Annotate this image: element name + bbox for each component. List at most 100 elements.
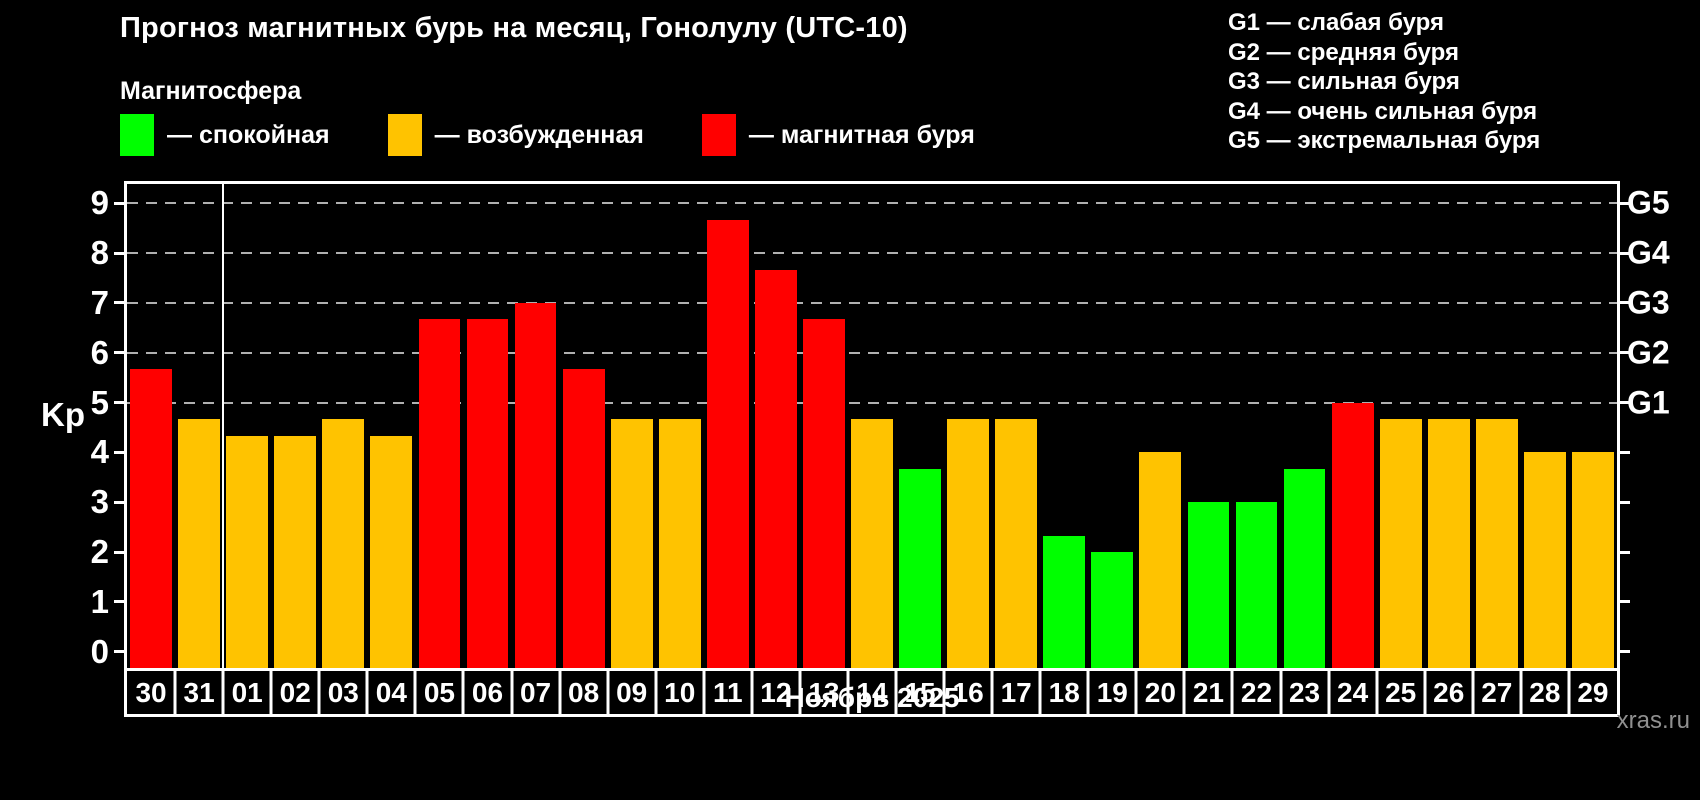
day-separator [702, 671, 706, 714]
bar-day-31 [178, 419, 220, 668]
day-label-09: 09 [616, 676, 648, 708]
day-label-17: 17 [1000, 676, 1032, 708]
y-tick-left-1 [114, 600, 124, 604]
bar-day-09 [610, 419, 653, 668]
bar-day-06 [466, 319, 509, 668]
y-tick-right-4 [1620, 450, 1630, 454]
day-label-02: 02 [279, 676, 311, 708]
y-tick-right-1 [1620, 600, 1630, 604]
right-axis-label-G1: G1 [1627, 384, 1670, 421]
y-tick-right-3 [1620, 500, 1630, 504]
bar-day-27 [1475, 419, 1518, 668]
bar-day-07 [514, 302, 557, 668]
bar-cell-21 [1184, 184, 1232, 668]
day-cells: 30 31 01 02 03 04 05 06 07 08 09 10 11 12 13 14 15 16 17 18… [127, 671, 1617, 714]
legend-swatch-excited [387, 114, 422, 156]
y-tick-right-6 [1620, 351, 1630, 355]
bar-cell-02 [271, 184, 319, 668]
day-label-07: 07 [519, 676, 552, 708]
bar-cell-10 [656, 184, 704, 668]
y-tick-left-8 [114, 251, 124, 255]
bar-cell-26 [1425, 184, 1473, 668]
bar-day-04 [370, 435, 413, 668]
gridline-kp-6 [127, 351, 1617, 354]
y-tick-label-3: 3 [90, 483, 109, 521]
bar-cell-19 [1088, 184, 1136, 668]
bar-cell-11 [704, 184, 752, 668]
day-label-03: 03 [327, 676, 359, 708]
day-separator [846, 671, 850, 714]
bar-day-23 [1283, 468, 1326, 668]
day-label-06: 06 [471, 676, 504, 708]
bar-cell-08 [560, 184, 608, 668]
legend-item-storm: — магнитная буря [701, 114, 975, 156]
bar-day-15 [899, 468, 941, 668]
right-axis-label-G2: G2 [1627, 334, 1670, 371]
bar-cell-20 [1136, 184, 1184, 668]
bar-cell-18 [1040, 184, 1088, 668]
day-axis-row: 30 31 01 02 03 04 05 06 07 08 09 10 11 12 13 14 15 16 17 18… [124, 668, 1620, 717]
bar-cell-28 [1521, 184, 1569, 668]
bar-cell-07 [512, 184, 560, 668]
gridline-kp-5 [127, 401, 1617, 404]
day-label-15: 15 [904, 676, 936, 708]
y-tick-right-9 [1620, 201, 1630, 205]
g-scale-line-2: G2 — средняя буря [1228, 38, 1459, 66]
y-tick-label-4: 4 [90, 433, 109, 471]
bar-cell-29 [1569, 184, 1617, 668]
day-label-21: 21 [1192, 676, 1224, 708]
bar-cell-13 [800, 184, 848, 668]
bar-day-13 [803, 319, 845, 668]
g-scale-line-5: G5 — экстремальная буря [1228, 127, 1541, 154]
y-tick-right-2 [1620, 550, 1630, 554]
g-scale-line-1: G1 — слабая буря [1228, 9, 1445, 36]
y-axis-label: Kp [41, 396, 85, 433]
y-tick-left-7 [114, 301, 124, 305]
bar-cell-12 [752, 184, 800, 668]
day-label-20: 20 [1144, 676, 1176, 708]
y-tick-left-6 [114, 351, 124, 355]
day-separator [798, 671, 802, 714]
day-separator [1230, 671, 1234, 714]
y-tick-left-0 [114, 650, 124, 654]
day-label-25: 25 [1385, 676, 1417, 708]
bar-day-20 [1139, 452, 1182, 668]
legend-label-excited: — возбужденная [434, 120, 644, 149]
bar-day-16 [947, 419, 989, 668]
bar-day-02 [274, 435, 317, 668]
day-separator [1086, 671, 1090, 714]
day-label-28: 28 [1529, 676, 1561, 708]
day-separator [1038, 671, 1042, 714]
day-label-19: 19 [1096, 676, 1128, 708]
bar-cell-03 [319, 184, 367, 668]
bar-day-17 [995, 419, 1038, 668]
day-label-05: 05 [423, 676, 455, 708]
y-tick-label-8: 8 [90, 234, 109, 272]
bar-day-24 [1331, 402, 1374, 668]
day-separator [1375, 671, 1379, 714]
bar-cell-04 [367, 184, 415, 668]
bar-cell-16 [944, 184, 992, 668]
day-separator [654, 671, 658, 714]
bar-day-12 [754, 269, 797, 668]
magnetosphere-legend: — спокойная — возбужденная — магнитная бур… [120, 114, 975, 156]
bar-day-30 [130, 369, 172, 668]
day-label-31: 31 [183, 676, 215, 708]
bar-cell-22 [1232, 184, 1280, 668]
y-tick-label-6: 6 [90, 333, 109, 371]
plot-area: Kp 0 1 2 3 4 5 6 7 8 9 G1 G2 G3 G4 G5 [41, 181, 1670, 670]
day-separator [1567, 671, 1571, 714]
day-separator [606, 671, 610, 714]
bar-cell-24 [1329, 184, 1377, 668]
legend-swatch-calm [120, 114, 154, 156]
day-separator [558, 671, 562, 714]
bar-day-29 [1572, 452, 1614, 668]
bar-day-08 [562, 369, 605, 668]
day-separator [510, 671, 514, 714]
right-axis-label-G5: G5 [1627, 184, 1670, 221]
bar-cell-06 [463, 184, 511, 668]
bar-cell-09 [608, 184, 656, 668]
watermark: xras.ru [1616, 707, 1690, 734]
bar-day-01 [226, 435, 269, 668]
y-tick-left-4 [114, 450, 124, 454]
